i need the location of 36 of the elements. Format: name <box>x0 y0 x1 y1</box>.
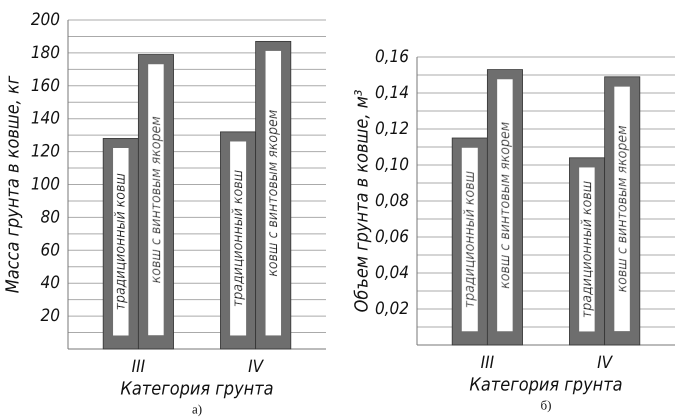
y-tick-label: 100 <box>30 174 60 194</box>
y-tick-label: 140 <box>30 108 60 129</box>
series-label: традиционный ковш <box>230 169 246 308</box>
y-tick-label: 160 <box>30 76 60 96</box>
y-tick-label: 0,02 <box>374 299 409 319</box>
y-tick-label: 0,16 <box>374 47 410 67</box>
text: традиционный ковш <box>462 170 478 308</box>
y-tick-label: 0,14 <box>374 83 409 103</box>
x-tick-label: III <box>480 353 495 373</box>
series-label: ковш с винтовым якорем <box>148 116 164 284</box>
text: ковш с винтовым якорем <box>614 125 630 292</box>
series-label: ковш с винтовым якорем <box>496 121 513 289</box>
y-tick-label: 180 <box>30 42 60 63</box>
x-tick-label: III <box>132 357 146 377</box>
y-tick-label: 40 <box>40 273 60 294</box>
y-tick-label: 80 <box>40 207 60 228</box>
y-tick-label: 0,12 <box>374 119 409 139</box>
y-tick-label: 200 <box>30 10 60 30</box>
series-label: традиционный ковш <box>579 180 596 318</box>
y-tick-label: 20 <box>40 306 60 326</box>
x-tick-label: IV <box>597 353 614 373</box>
text: традиционный ковш <box>112 173 129 310</box>
y-axis-title: Объем грунта в ковше, м³ <box>352 90 372 312</box>
y-tick-label: 60 <box>40 240 60 260</box>
y-tick-label: 0,04 <box>374 263 409 283</box>
text: а) <box>192 402 202 416</box>
text: б) <box>540 398 552 412</box>
x-axis-title: Категория грунта <box>469 374 623 396</box>
x-tick-label: IV <box>248 357 265 377</box>
y-tick-label: 0,10 <box>374 155 409 175</box>
y-tick-label: 0,06 <box>374 227 410 247</box>
text: ковш с винтовым якорем <box>265 110 282 277</box>
x-axis-title: Категория грунта <box>120 378 274 400</box>
y-axis-title: Масса грунта в ковше, кг <box>2 75 24 294</box>
y-tick-label: 120 <box>30 142 60 162</box>
y-tick-label: 0,08 <box>374 191 410 211</box>
